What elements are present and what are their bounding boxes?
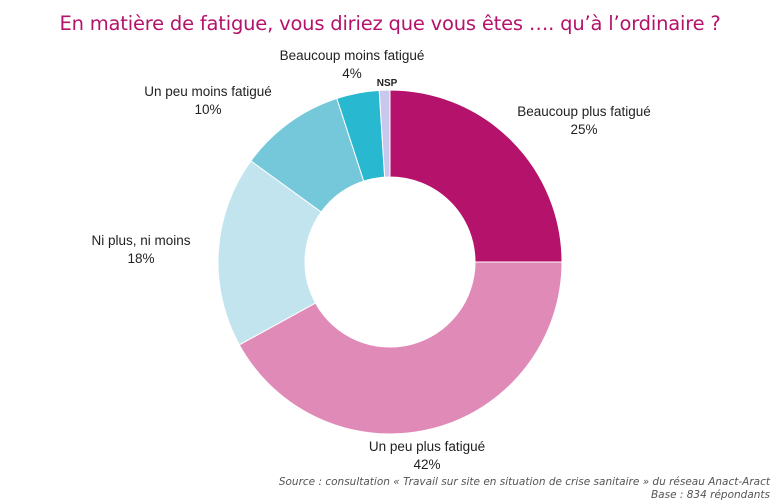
- label-ni-plus-ni-moins: Ni plus, ni moins 18%: [91, 232, 190, 268]
- chart-title: En matière de fatigue, vous diriez que v…: [59, 12, 721, 35]
- source-line: Source : consultation « Travail sur site…: [278, 476, 770, 488]
- donut-slice-1: [238, 261, 563, 435]
- label-beaucoup-moins: Beaucoup moins fatigué 4%: [280, 47, 425, 83]
- slice-label: Un peu moins fatigué: [144, 84, 272, 99]
- donut-slice-5: [378, 89, 391, 178]
- label-beaucoup-plus: Beaucoup plus fatigué 25%: [517, 103, 651, 139]
- slice-label: Ni plus, ni moins: [91, 233, 191, 248]
- base-line: Base : 834 répondants: [650, 489, 770, 501]
- slice-label: Beaucoup plus fatigué: [517, 104, 651, 119]
- donut-slice-0: [389, 89, 563, 263]
- slice-label: Beaucoup moins fatigué: [279, 48, 425, 63]
- label-un-peu-moins: Un peu moins fatigué 10%: [144, 83, 272, 119]
- slice-value: 4%: [342, 66, 362, 81]
- donut-slice-2: [217, 160, 322, 346]
- slice-value: 10%: [194, 102, 222, 117]
- source-note: Source : consultation « Travail sur site…: [279, 476, 770, 502]
- slice-label: Un peu plus fatigué: [368, 439, 486, 454]
- slice-value: 25%: [570, 122, 598, 137]
- label-un-peu-plus: Un peu plus fatigué 42%: [369, 438, 485, 474]
- slice-value: 18%: [127, 251, 155, 266]
- label-nsp: NSP: [376, 78, 398, 89]
- slice-value: 42%: [413, 457, 441, 472]
